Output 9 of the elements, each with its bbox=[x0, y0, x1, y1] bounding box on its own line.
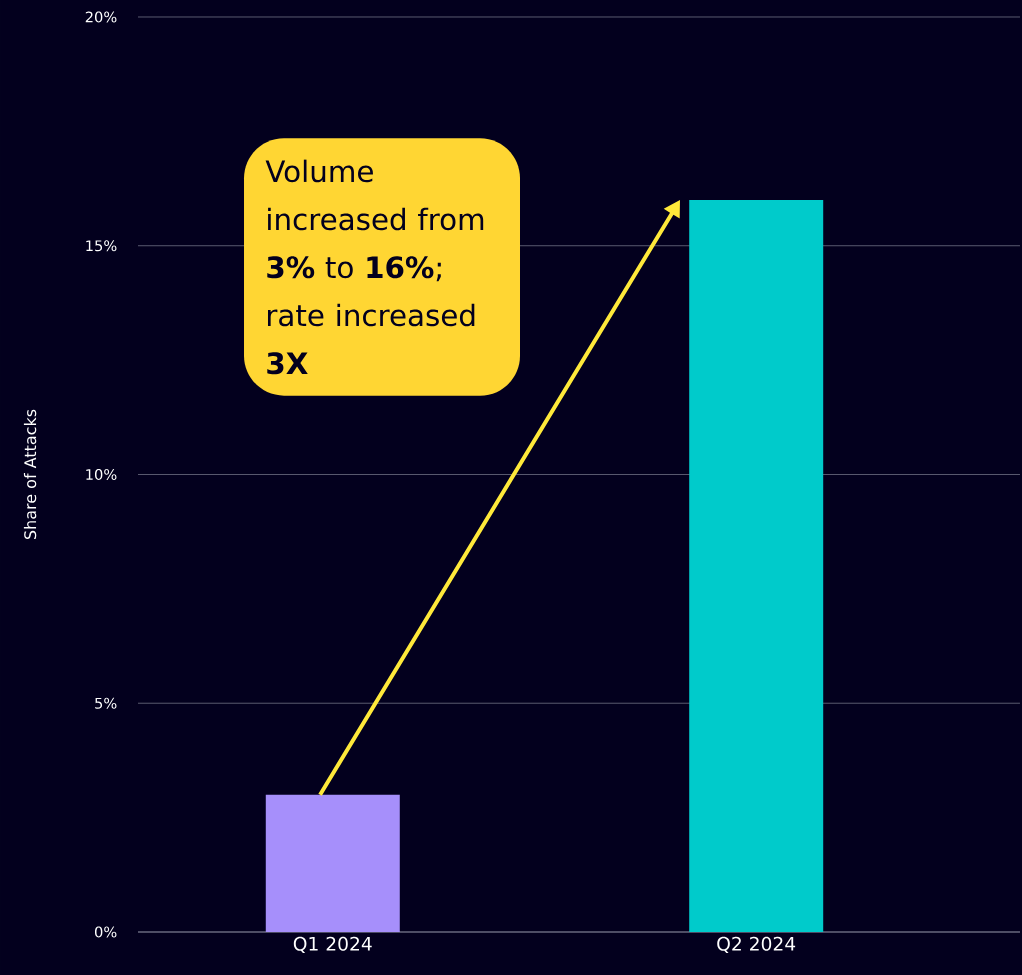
y-tick-label: 5% bbox=[95, 697, 117, 709]
x-tick-label: Q2 2024 bbox=[717, 936, 796, 953]
y-axis-title: Share of Attacks bbox=[23, 409, 37, 540]
annotation: Volume increased from 3% to 16%; rate increased 3X bbox=[265, 159, 484, 375]
y-tick-label: 0% bbox=[94, 926, 117, 938]
y-tick-label: 10% bbox=[86, 468, 117, 481]
x-tick-label: Q1 2024 bbox=[293, 936, 372, 953]
y-tick-label: 20% bbox=[85, 11, 117, 23]
y-tick-label: 15% bbox=[86, 240, 117, 252]
